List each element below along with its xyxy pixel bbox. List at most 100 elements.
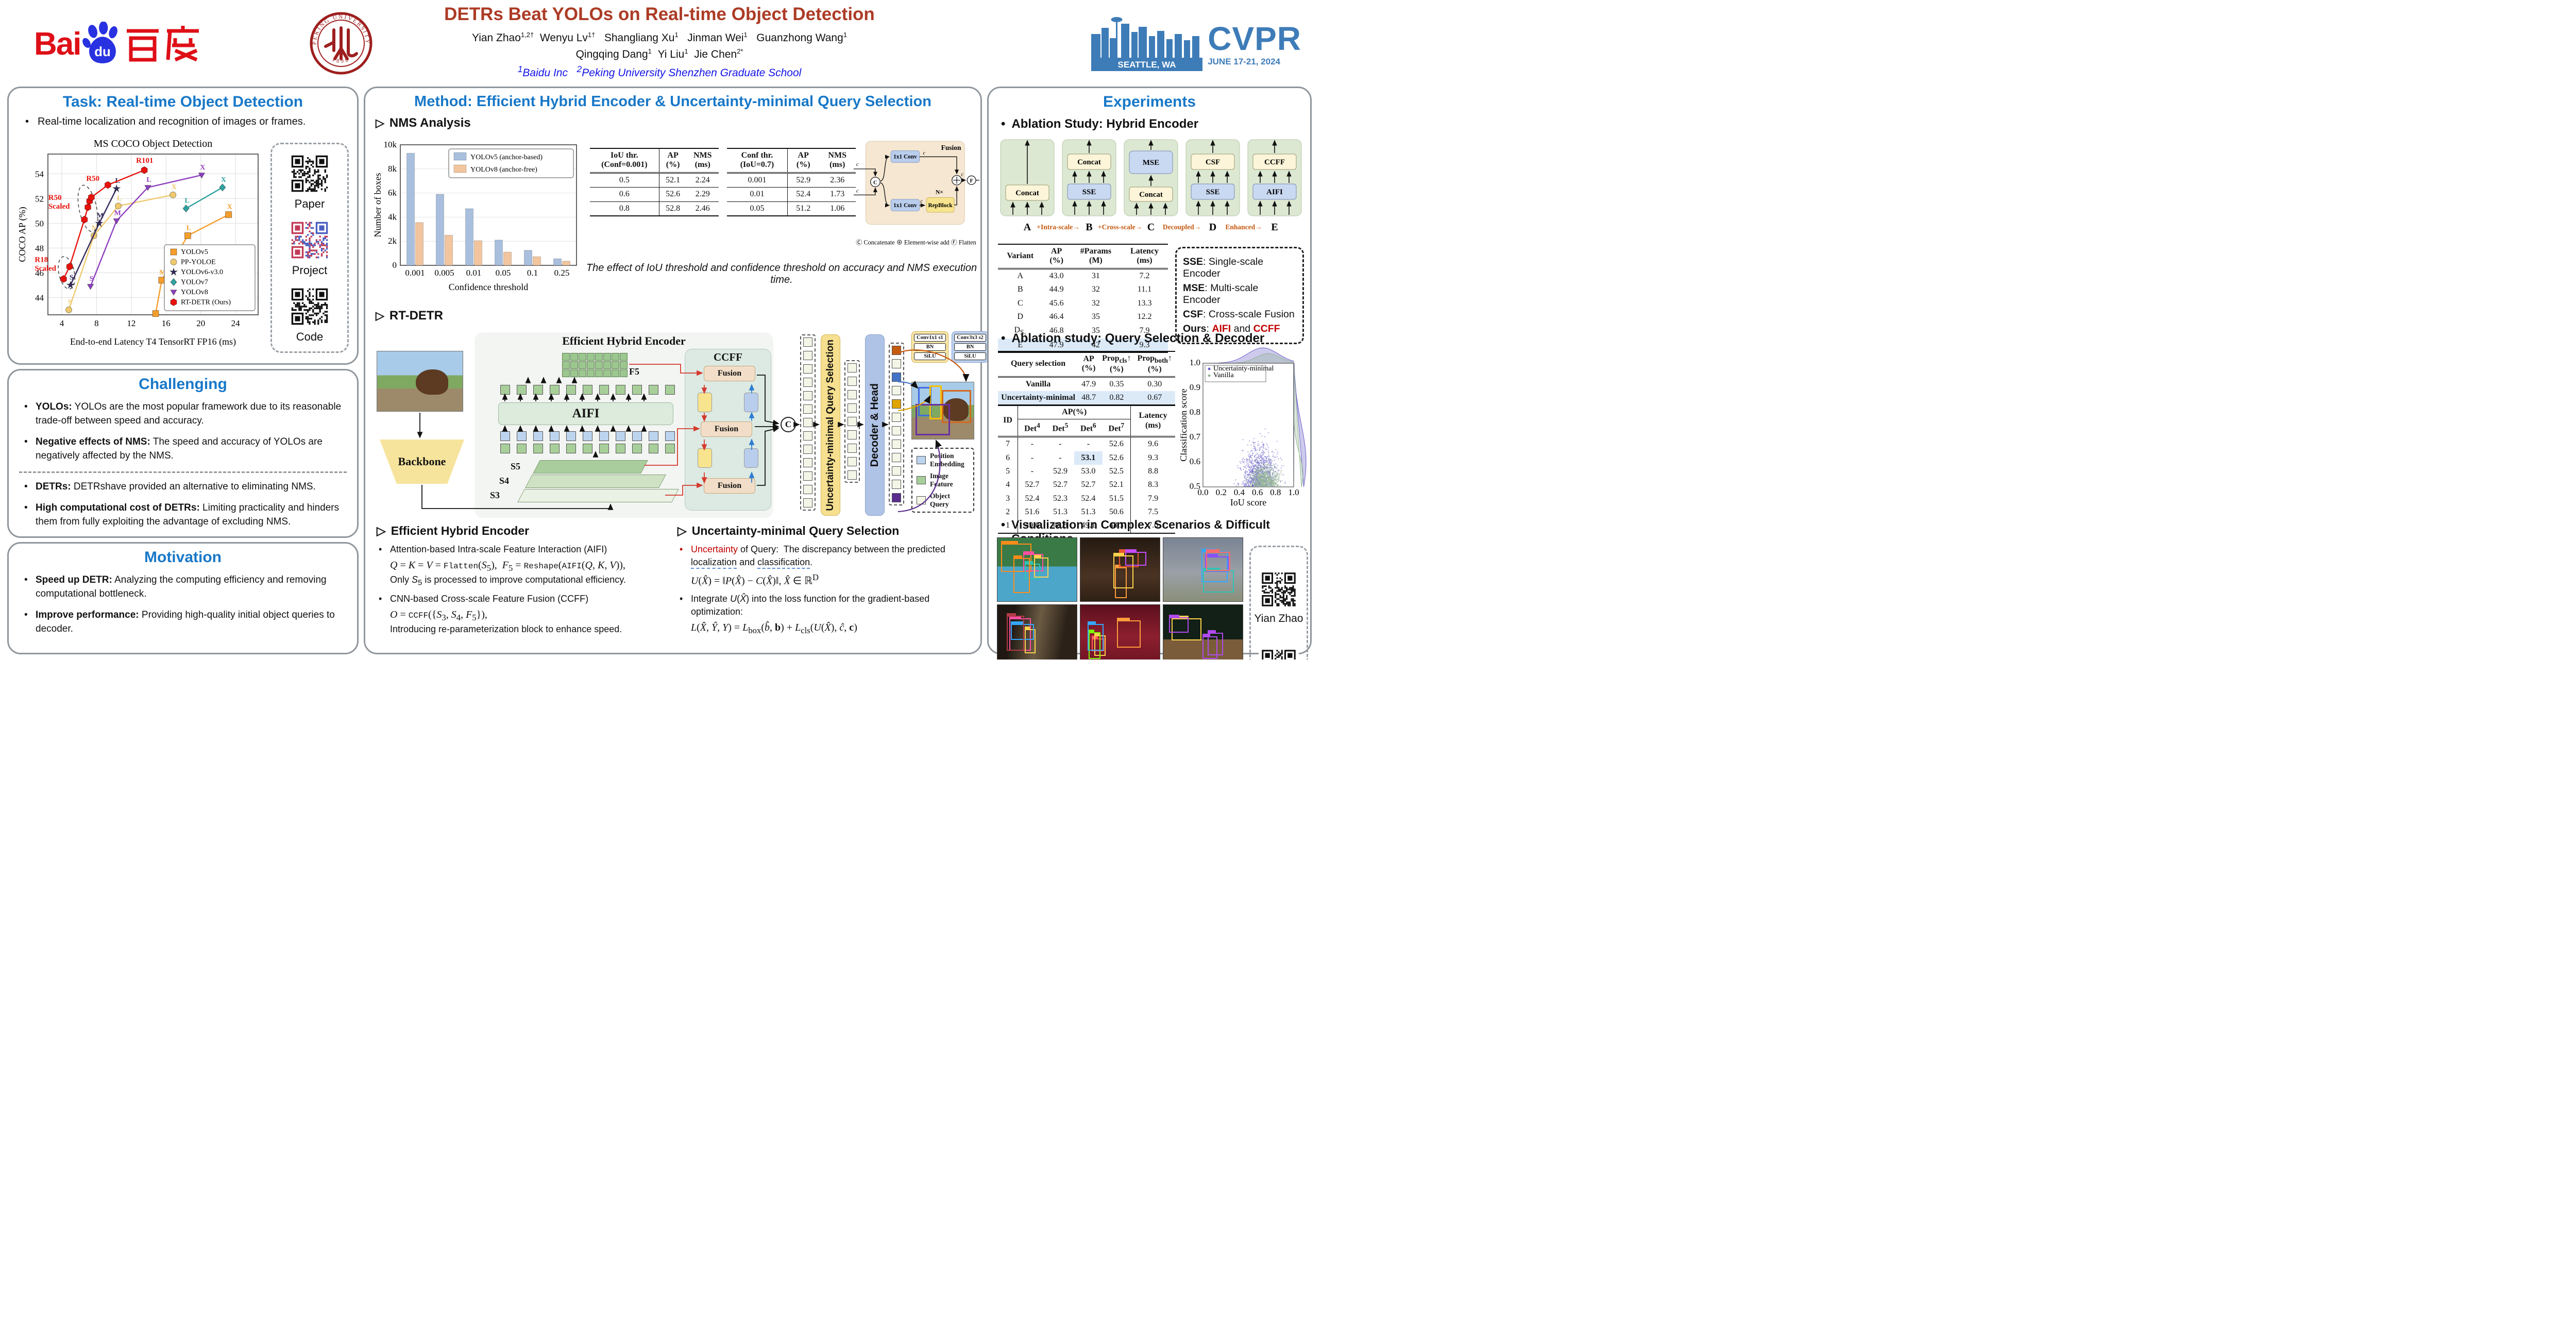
cvpr-dates: JUNE 17-21, 2024 [1208,57,1281,66]
conv3x3-legend: Conv3x3 s2 BN SiLU [952,331,989,363]
query-selection-ablation-label: • Ablation study: Query Selection & Decod… [1001,331,1265,345]
motivation-item: • Improve performance: Providing high-qua… [24,609,335,634]
cvpr-logo: SEATTLE, WA CVPR JUNE 17-21, 2024 [1091,13,1301,71]
token-row-blue [500,431,675,441]
poster-title: DETRs Beat YOLOs on Real-time Object Det… [444,4,875,24]
detection-sample-tennis-group [997,537,1077,602]
svg-text:X: X [221,176,226,184]
svg-text:54: 54 [35,169,44,179]
encoder-acronym-legend: SSE: Single-scale Encoder MSE: Multi-sca… [1175,247,1304,344]
svg-text:S: S [90,275,94,283]
svg-text:c: c [856,188,859,194]
motivation-item: • Speed up DETR: Analyzing the computing … [24,574,327,599]
horse-bbox [941,390,972,424]
conv1x1-legend: Conv1x1 s1 BN SiLU [911,331,948,363]
svg-text:0.05: 0.05 [496,268,511,278]
project-qr: Project [288,218,331,277]
svg-text:C: C [873,179,877,185]
svg-text:1x1 Conv: 1x1 Conv [893,202,917,209]
conv3x3-chip [744,393,758,412]
svg-text:D: D [1209,222,1216,233]
svg-text:PP-YOLOE: PP-YOLOE [181,259,216,266]
svg-text:12: 12 [127,318,135,328]
svg-text:S: S [68,298,72,306]
challenging-item: • DETRs: DETRshave provided an alternativ… [24,481,316,492]
svg-text:AIFI: AIFI [1266,188,1283,196]
conf-threshold-table: Conf thr. (IoU=0.7) AP (%) NMS (ms) 0.001 52.9 2… [727,148,856,216]
svg-text:S: S [70,274,74,281]
motivation-heading: Motivation [144,549,222,566]
detection-output-image [911,382,974,439]
svg-text:R101: R101 [136,157,153,165]
svg-text:Enhanced→: Enhanced→ [1225,223,1262,231]
svg-text:+Cross-scale→: +Cross-scale→ [1098,223,1142,231]
aifi-block: AIFI [498,402,673,425]
uncertainty-query-selection-text: ▷ Uncertainty-minimal Query Selection • Un… [677,524,975,637]
svg-text:IoU score: IoU score [1230,497,1266,508]
svg-text:L: L [146,176,151,184]
encoder-variants-diagram: Concat A +Intra-scale→ SSE Concat B +Cross-sca… [1000,139,1302,233]
svg-text:Concat: Concat [1015,189,1039,197]
detection-sample-baseball [1163,604,1243,660]
conv3x3-chip [744,448,758,468]
svg-text:YOLOv5 (anchor-based): YOLOv5 (anchor-based) [470,154,543,161]
baidu-logo-bai: Bai [34,26,81,62]
svg-text:L: L [117,195,122,202]
svg-text:0.6: 0.6 [1190,456,1200,466]
code-qr: Code [288,285,331,344]
svg-text:0.0: 0.0 [1197,487,1208,497]
svg-text:Scaled: Scaled [48,202,70,211]
svg-text:A: A [1024,222,1031,233]
nms-analysis-label: ▷ NMS Analysis [376,116,471,130]
svg-text:16: 16 [162,318,171,328]
architecture-legend: Position Embedding Image Feature Object … [911,448,974,513]
svg-text:4: 4 [60,318,64,328]
svg-text:M: M [114,210,121,217]
svg-text:R50: R50 [86,175,99,183]
svg-text:c: c [961,171,963,177]
fusion-block-diagram: Fusion 1x1 Conv 1x1 Conv RepBlock N× C Fc c c c c Ⓒ… [853,141,979,246]
svg-text:10k: 10k [384,140,397,149]
ccff-title: CCFF [714,351,742,363]
svg-text:Classification score: Classification score [1180,388,1189,461]
f5-label: F5 [629,366,639,377]
s5-label: S5 [511,461,521,471]
svg-text:0.1: 0.1 [527,268,538,278]
fusion-block-3: Fusion [704,478,755,494]
poster-root: Bai du [0,0,1319,660]
method-heading: Method: Efficient Hybrid Encoder & Uncer… [414,93,931,110]
s5-layer [533,460,648,474]
svg-text:46: 46 [35,268,44,278]
task-section: Task: Real-time Object Detection • Real-t… [7,87,359,365]
svg-text:0.001: 0.001 [405,268,425,278]
svg-text:MS COCO Object Detection: MS COCO Object Detection [94,138,213,149]
svg-text:0.4: 0.4 [1234,487,1245,497]
detection-sample-restaurant [1080,537,1160,602]
svg-text:52: 52 [35,194,44,204]
ccff-block: CCFF Fusion Fusion Fusion [685,349,771,511]
svg-text:R50: R50 [48,194,62,202]
backbone-block: Backbone [380,439,464,484]
svg-text:1x1 Conv: 1x1 Conv [893,154,917,160]
svg-text:+Intra-scale→: +Intra-scale→ [1037,223,1079,231]
rtdetr-architecture: Backbone Efficient Hybrid Encoder F5 AIF… [374,330,989,520]
svg-text:Number of boxes: Number of boxes [374,173,383,238]
svg-text:50: 50 [35,218,44,228]
links-qr-panel: Paper Project Code [270,143,349,353]
motivation-section: Motivation • Speed up DETR: Analyzing the… [7,542,359,654]
yian-zhao-qr: Yian Zhao [1255,569,1303,625]
svg-text:C: C [1147,222,1155,233]
authors-line-2: Qingqing Dang1 Yi Liu1 Jie Chen2* [575,47,743,60]
svg-text:c: c [923,150,925,156]
svg-text:L: L [184,197,189,205]
jie-chen-qr: Jie Chen [1258,647,1300,660]
svg-text:SEATTLE, WA: SEATTLE, WA [1118,60,1176,70]
query-selection-table: Query selection AP (%) Propcls↑ (%) Propboth↑… [998,351,1175,406]
encoder-token-column [800,334,816,511]
aifi-note: Only S5 is processed to improve computat… [390,574,626,587]
svg-text:1.0: 1.0 [1190,358,1200,367]
svg-text:1.0: 1.0 [1288,487,1299,497]
svg-text:20: 20 [196,318,205,328]
svg-text:YOLOv7: YOLOv7 [181,279,208,286]
iou-classification-scatter: 0.0 0.2 0.4 0.6 0.8 1.0 0.5 0.6 0.7 0.8 0.9 1.0 IoU … [1180,347,1307,508]
